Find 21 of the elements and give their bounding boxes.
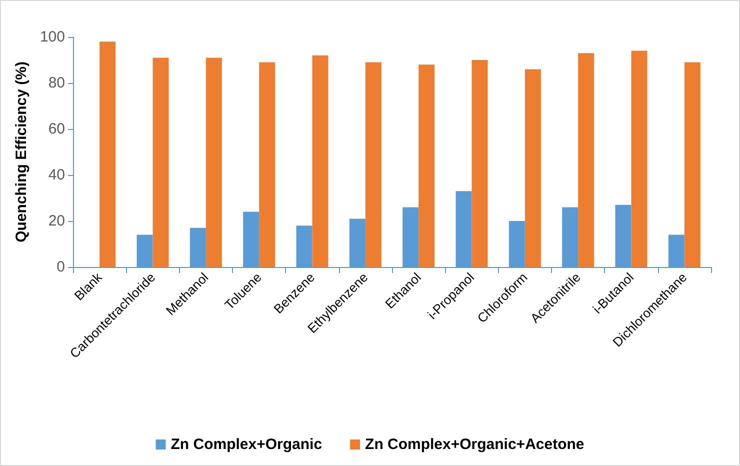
bar [472,60,488,267]
bar [152,58,169,267]
bar [631,50,648,267]
legend-label: Zn Complex+Organic+Acetone [365,436,584,453]
y-tick-label: 20 [48,212,65,230]
y-axis-title: Quenching Efficiency (%) [13,62,30,242]
bar [684,62,700,267]
legend-label: Zn Complex+Organic [170,436,322,453]
y-tick-label: 40 [48,166,65,184]
bar [259,62,276,267]
y-tick-label: 0 [56,258,65,276]
y-tick-label: 80 [48,74,65,92]
bar [100,42,116,267]
bar [524,69,541,267]
bar [312,55,328,267]
y-tick-label: 60 [48,120,65,138]
bar [578,53,594,267]
bar [365,62,382,267]
bar [206,58,222,267]
bar [418,64,435,267]
y-tick-label: 100 [40,28,65,46]
